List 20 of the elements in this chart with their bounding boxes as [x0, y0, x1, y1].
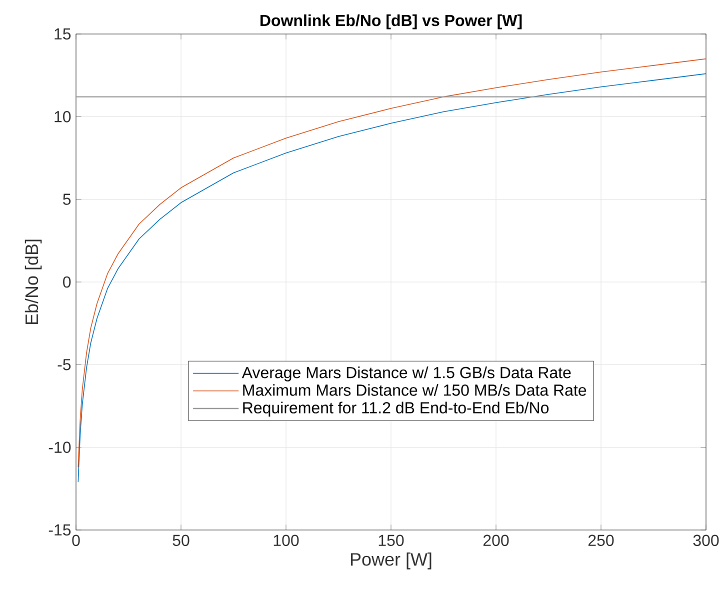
- legend-label: Average Mars Distance w/ 1.5 GB/s Data Rate: [242, 366, 571, 382]
- legend-label: Requirement for 11.2 dB End-to-End Eb/No: [243, 402, 549, 417]
- legend-label: Maximum Mars Distance w/ 150 MB/s Data Rate: [243, 384, 586, 396]
- x-tick-label: 250: [588, 534, 614, 546]
- x-tick-label: 300: [693, 534, 719, 546]
- x-tick-label: 50: [172, 534, 190, 546]
- x-tick-label: 100: [274, 534, 299, 546]
- y-tick-label: 0: [63, 276, 71, 288]
- y-axis-title: Eb/No [dB]: [24, 240, 42, 324]
- chart-title: Downlink Eb/No [dB] vs Power [W]: [260, 14, 522, 30]
- x-tick-label: 0: [72, 534, 80, 546]
- y-tick-label: -10: [48, 442, 71, 453]
- y-tick-label: 10: [54, 111, 71, 122]
- x-tick-label: 200: [483, 534, 509, 546]
- y-tick-label: -15: [48, 524, 71, 536]
- y-tick-label: 15: [54, 28, 71, 40]
- x-axis-title: Power [W]: [350, 552, 432, 570]
- y-tick-label: -5: [58, 359, 71, 370]
- y-tick-label: 5: [63, 194, 71, 205]
- x-tick-label: 150: [378, 534, 404, 546]
